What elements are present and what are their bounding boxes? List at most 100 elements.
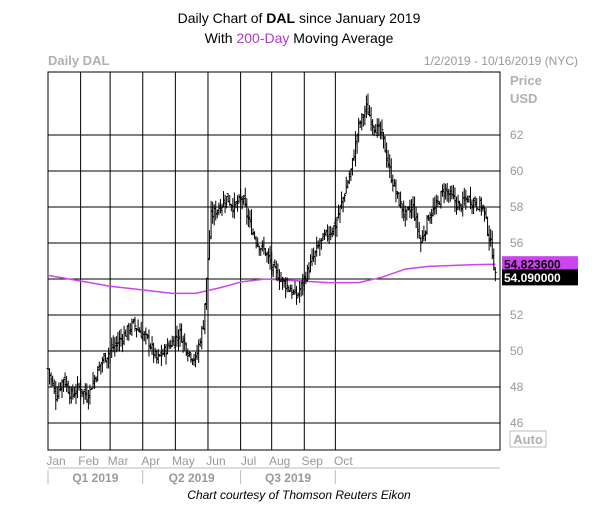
price-bar: [99, 363, 103, 375]
price-bar: [89, 387, 93, 391]
price-bar: [451, 185, 455, 200]
price-bar: [361, 114, 365, 127]
price-bar: [55, 386, 59, 402]
price-bar: [262, 236, 266, 255]
price-bar: [176, 329, 180, 351]
price-bar: [436, 195, 440, 207]
price-bar: [352, 149, 356, 161]
price-bar: [403, 205, 407, 227]
chart-title-line2: With 200-Day Moving Average: [0, 30, 598, 46]
price-bar: [208, 230, 212, 260]
title2-suffix: Moving Average: [289, 30, 394, 46]
price-bar: [149, 343, 153, 350]
y-tick-label: 48: [510, 380, 524, 394]
price-bar: [450, 185, 454, 200]
price-bar: [103, 352, 107, 362]
price-bar: [54, 381, 58, 410]
x-tick-label: Oct: [334, 454, 353, 468]
price-bar: [260, 240, 264, 252]
price-bar: [481, 204, 485, 212]
price-bar: [203, 303, 207, 335]
price-bar: [312, 247, 316, 263]
plot-frame: [47, 71, 501, 451]
price-bar: [145, 333, 149, 340]
price-bar: [310, 248, 314, 267]
price-bar: [369, 106, 373, 132]
price-bar: [141, 330, 145, 341]
auto-scale-button[interactable]: Auto: [509, 430, 547, 448]
price-bar: [187, 351, 191, 358]
price-bar: [119, 328, 123, 347]
x-tick-label: Jan: [46, 454, 65, 468]
price-bar: [162, 344, 166, 357]
price-bar: [290, 284, 294, 299]
price-bar: [271, 263, 275, 278]
x-tick-label: Feb: [78, 454, 99, 468]
price-bar: [482, 207, 486, 222]
price-bar: [363, 105, 367, 126]
price-bar: [335, 216, 339, 237]
price-bar: [301, 273, 305, 296]
price-bar: [183, 333, 187, 351]
y-tick-label: 62: [510, 128, 524, 142]
y-tick-label: 50: [510, 344, 524, 358]
title2-prefix: With: [204, 30, 237, 46]
price-bar: [291, 289, 295, 295]
callout-label: 54.090000: [504, 271, 561, 285]
price-bar: [473, 196, 477, 208]
price-bar: [114, 336, 118, 353]
price-bar: [304, 271, 308, 285]
x-tick-label: Aug: [269, 454, 290, 468]
price-bar: [144, 327, 148, 345]
price-bar: [350, 157, 354, 176]
title-prefix: Daily Chart of: [177, 10, 267, 26]
price-bar: [433, 196, 437, 215]
price-bar: [366, 93, 370, 116]
quarter-label: Q1 2019: [72, 471, 118, 485]
price-bar: [489, 229, 493, 247]
price-bar: [232, 192, 236, 219]
price-bar: [105, 357, 109, 369]
price-bar: [242, 195, 246, 206]
price-bar: [48, 368, 52, 385]
price-bar: [408, 199, 412, 219]
price-bar: [167, 340, 171, 350]
price-bar: [180, 323, 184, 343]
price-bar: [223, 194, 227, 214]
price-bar: [268, 245, 272, 270]
price-bar: [439, 190, 443, 209]
price-bar: [117, 330, 121, 352]
price-bar: [189, 352, 193, 363]
price-bar: [110, 337, 114, 359]
x-tick-label: Sep: [302, 454, 324, 468]
price-bar: [173, 336, 177, 352]
price-bar: [265, 251, 269, 263]
price-bar: [274, 260, 278, 281]
price-bar: [220, 203, 224, 216]
price-bar: [427, 214, 431, 221]
price-bar: [324, 229, 328, 237]
price-bar: [263, 248, 267, 257]
price-value-callout: 54.090000: [502, 269, 578, 286]
price-bar: [108, 349, 112, 364]
price-bar: [354, 131, 358, 167]
price-bar: [414, 206, 418, 229]
price-bar: [428, 211, 432, 224]
price-bar: [344, 176, 348, 194]
price-bar: [152, 342, 156, 363]
callout-label: 54.823600: [504, 258, 561, 272]
price-bar: [150, 336, 154, 356]
price-bar: [214, 200, 218, 221]
price-bar: [447, 188, 451, 203]
price-bar: [364, 95, 368, 119]
price-bar: [380, 119, 384, 140]
price-bar: [437, 201, 441, 205]
price-bar: [343, 193, 347, 203]
price-bar: [190, 358, 194, 366]
price-bar: [226, 193, 230, 203]
price-bar: [142, 331, 146, 342]
price-bar: [85, 383, 89, 403]
quarter-label: Q2 2019: [169, 471, 215, 485]
x-tick-label: Mar: [108, 454, 129, 468]
